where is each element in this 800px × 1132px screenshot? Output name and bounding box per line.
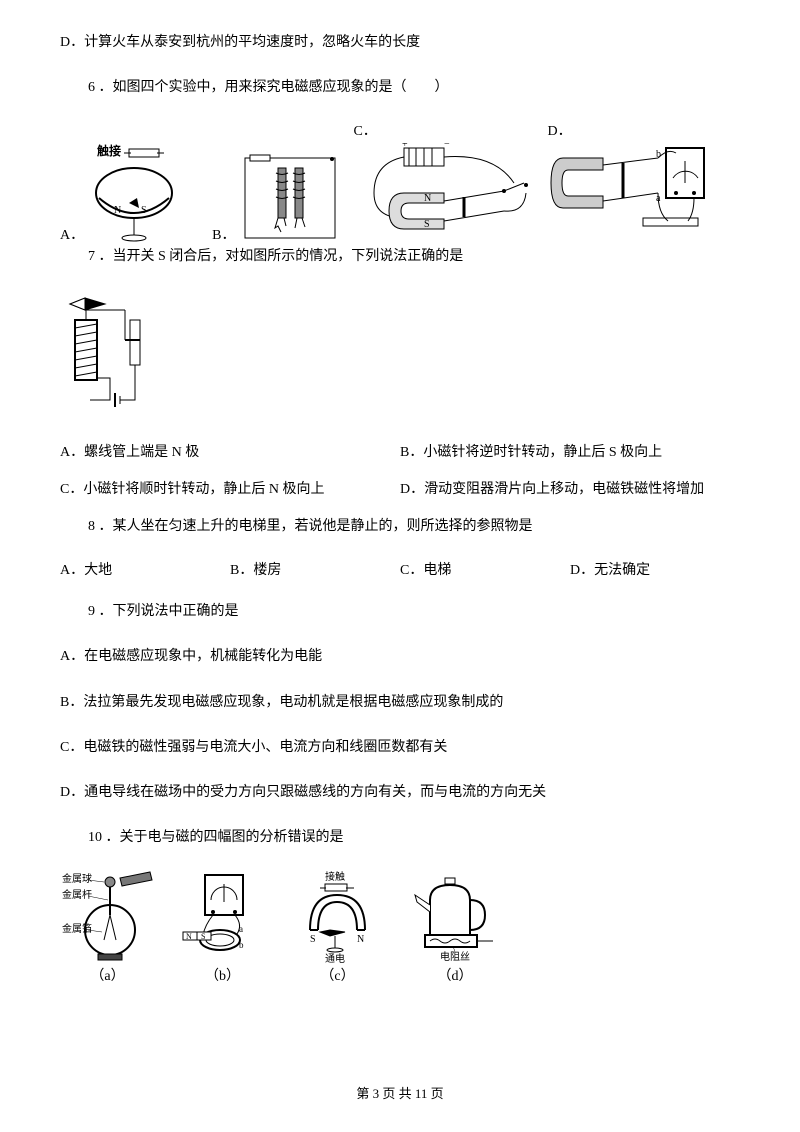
- q6-a-label: A．: [60, 224, 84, 244]
- svg-text:N: N: [424, 193, 431, 204]
- q9-stem: 9 ．下列说法中正确的是: [60, 599, 740, 624]
- q7-opt-c: C．小磁针将顺时针转动，静止后 N 极向上: [60, 477, 400, 502]
- prev-option-d: D．计算火车从泰安到杭州的平均速度时，忽略火车的长度: [60, 30, 740, 55]
- svg-text:接触: 接触: [325, 870, 345, 883]
- svg-text:S: S: [141, 205, 147, 216]
- q9-a: A．在电磁感应现象中，机械能转化为电能: [60, 644, 740, 669]
- q9-c: C．电磁铁的磁性强弱与电流大小、电流方向和线圈匝数都有关: [60, 735, 740, 760]
- q6-d-label: D．: [547, 120, 709, 140]
- q10-b: N S a b （b）: [175, 870, 270, 985]
- q6-exp-b: [239, 152, 341, 244]
- svg-text:通电: 通电: [325, 952, 345, 965]
- q7-stem: 7 ．当开关 S 闭合后，对如图所示的情况，下列说法正确的是: [60, 244, 740, 269]
- svg-text:b: b: [239, 940, 244, 950]
- q7-row1: A．螺线管上端是 N 极 B．小磁针将逆时针转动，静止后 S 极向上: [60, 440, 740, 465]
- q10-c-label: （c）: [290, 965, 385, 985]
- svg-text:S: S: [201, 932, 205, 941]
- q10-d: 电阻丝 （d）: [405, 870, 505, 985]
- q7-opt-d: D．滑动变阻器滑片向上移动，电磁铁磁性将增加: [400, 477, 740, 502]
- svg-text:−: −: [444, 143, 450, 150]
- svg-text:金属球: 金属球: [62, 872, 92, 885]
- q6-b-label: B．: [212, 224, 235, 244]
- q10-images: 金属球 金属杆 金属箔 （a）: [60, 870, 740, 985]
- q6-exp-a: 触接 N S: [88, 142, 200, 244]
- q8-options: A．大地 B．楼房 C．电梯 D．无法确定: [60, 559, 740, 579]
- svg-text:S: S: [310, 934, 316, 945]
- q8-a: A．大地: [60, 559, 230, 579]
- q7-row2: C．小磁针将顺时针转动，静止后 N 极向上 D．滑动变阻器滑片向上移动，电磁铁磁…: [60, 477, 740, 502]
- page-footer: 第 3 页 共 11 页: [0, 1083, 800, 1102]
- q8-b: B．楼房: [230, 559, 400, 579]
- q10-c: 接触 S N 通电 （c）: [290, 870, 385, 985]
- svg-text:+: +: [402, 143, 408, 150]
- svg-text:金属箔: 金属箔: [62, 922, 92, 935]
- q9-d: D．通电导线在磁场中的受力方向只跟磁感线的方向有关，而与电流的方向无关: [60, 780, 740, 805]
- q6-c-label: C．: [353, 120, 535, 140]
- q10-d-label: （d）: [405, 965, 505, 985]
- q10-stem: 10 ．关于电与磁的四幅图的分析错误的是: [60, 825, 740, 850]
- svg-text:金属杆: 金属杆: [62, 888, 92, 901]
- q8-d: D．无法确定: [570, 559, 740, 579]
- svg-text:a: a: [239, 924, 243, 934]
- q9-b: B．法拉第最先发现电磁感应现象，电动机就是根据电磁感应现象制成的: [60, 690, 740, 715]
- svg-text:N: N: [186, 932, 192, 941]
- q6-exp-d: b a: [547, 142, 709, 239]
- q8-stem: 8 ．某人坐在匀速上升的电梯里，若说他是静止的，则所选择的参照物是: [60, 514, 740, 539]
- q10-a-label: （a）: [60, 965, 155, 985]
- svg-text:b: b: [656, 149, 661, 160]
- touch-label: 触接: [97, 143, 121, 158]
- q8-c: C．电梯: [400, 559, 570, 579]
- q6-exp-c: + − N S: [353, 142, 535, 239]
- svg-text:N: N: [114, 205, 121, 216]
- q6-stem: 6 ．如图四个实验中，用来探究电磁感应现象的是（ ）: [60, 75, 740, 100]
- q7-opt-a: A．螺线管上端是 N 极: [60, 440, 400, 465]
- svg-text:N: N: [357, 934, 364, 945]
- q10-a: 金属球 金属杆 金属箔 （a）: [60, 870, 155, 985]
- svg-text:S: S: [424, 219, 430, 230]
- q6-options-row: A． 触接 N S B．: [60, 120, 740, 244]
- q7-figure: [60, 290, 740, 420]
- q10-b-label: （b）: [175, 965, 270, 985]
- q7-opt-b: B．小磁针将逆时针转动，静止后 S 极向上: [400, 440, 740, 465]
